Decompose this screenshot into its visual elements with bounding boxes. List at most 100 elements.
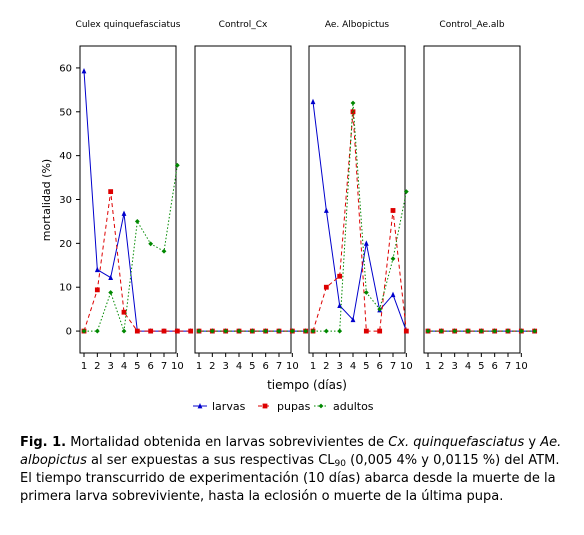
y-tick-label: 30 <box>59 195 72 206</box>
legend-marker-larvas <box>197 403 203 409</box>
caption-species-1: Cx. quinquefasciatus <box>388 435 525 450</box>
data-point-pupas <box>323 284 329 290</box>
data-point-pupas <box>188 328 194 334</box>
data-point-larvas <box>94 266 100 273</box>
x-tick-label: 10 <box>515 361 528 372</box>
data-point-adultos <box>492 328 498 334</box>
plot-frame <box>308 45 406 354</box>
data-point-pupas <box>363 328 369 334</box>
legend-label-larvas: larvas <box>212 400 246 413</box>
data-point-larvas <box>310 98 316 105</box>
data-point-larvas <box>390 291 396 298</box>
data-point-adultos <box>438 328 444 334</box>
x-tick-label: 5 <box>478 361 484 372</box>
data-point-adultos <box>478 328 484 334</box>
data-point-larvas <box>108 274 114 280</box>
x-tick-label: 10 <box>400 361 413 372</box>
caption-text-4: (0,005 4% y 0,0115 %) del ATM. El tiempo… <box>20 453 560 504</box>
y-tick-label: 0 <box>66 327 72 338</box>
data-point-adultos <box>452 328 458 334</box>
data-point-pupas <box>337 273 343 279</box>
data-point-adultos <box>350 100 356 106</box>
series-line-pupas <box>312 111 407 332</box>
x-tick-label: 7 <box>161 361 167 372</box>
x-tick-label: 6 <box>376 361 382 372</box>
plot-frame <box>194 45 292 354</box>
data-point-pupas <box>148 328 154 334</box>
legend-marker-adultos <box>318 403 324 409</box>
x-tick-label: 1 <box>425 361 431 372</box>
data-point-adultos <box>390 256 396 262</box>
data-point-pupas <box>403 328 409 334</box>
x-tick-label: 3 <box>451 361 457 372</box>
data-point-adultos <box>81 328 87 334</box>
data-point-larvas <box>350 316 356 323</box>
y-tick-label: 60 <box>59 63 72 74</box>
x-tick-label: 3 <box>107 361 113 372</box>
caption-label: Fig. 1. <box>20 435 67 450</box>
data-point-adultos <box>223 328 229 334</box>
series-line-adultos <box>84 165 178 332</box>
data-point-pupas <box>174 328 180 334</box>
caption-text-1: Mortalidad obtenida en larvas sobrevivie… <box>66 435 389 450</box>
x-tick-label: 2 <box>94 361 100 372</box>
data-point-adultos <box>94 328 100 334</box>
x-tick-label: 3 <box>222 361 228 372</box>
data-point-adultos <box>148 241 154 247</box>
data-point-adultos <box>236 328 242 334</box>
x-tick-label: 7 <box>390 361 396 372</box>
data-point-adultos <box>425 328 431 334</box>
data-point-larvas <box>337 302 343 309</box>
data-point-adultos <box>276 328 282 334</box>
series-line-larvas <box>312 101 407 332</box>
data-point-adultos <box>108 290 114 295</box>
data-point-adultos <box>403 189 409 195</box>
caption-species-2: Ae. albopictus <box>20 435 562 468</box>
x-axis-title: tiempo (días) <box>267 378 347 392</box>
panel-title: Control_Ae.alb <box>439 20 504 30</box>
data-point-pupas <box>161 328 167 334</box>
series-line-larvas <box>83 70 191 332</box>
x-tick-label: 5 <box>363 361 369 372</box>
data-point-larvas <box>121 210 127 216</box>
x-tick-label: 4 <box>465 361 471 372</box>
caption-text-3: al ser expuestas a sus respectivas CL <box>86 453 335 468</box>
y-tick-label: 20 <box>59 239 72 250</box>
x-tick-label: 2 <box>438 361 444 372</box>
data-point-adultos <box>337 328 343 334</box>
series-line-pupas <box>83 191 191 332</box>
data-point-adultos <box>174 162 180 168</box>
data-point-pupas <box>350 109 356 115</box>
data-point-larvas <box>81 67 87 74</box>
legend-marker-pupas <box>262 403 268 409</box>
x-tick-label: 1 <box>81 361 87 372</box>
x-tick-label: 1 <box>196 361 202 372</box>
y-tick-label: 10 <box>59 283 72 294</box>
data-point-adultos <box>121 328 127 334</box>
data-point-adultos <box>249 328 255 334</box>
x-tick-label: 4 <box>350 361 356 372</box>
data-point-pupas <box>134 328 140 334</box>
x-tick-label: 2 <box>323 361 329 372</box>
x-tick-label: 4 <box>236 361 242 372</box>
x-tick-label: 4 <box>121 361 127 372</box>
panel-title: Ae. Albopictus <box>325 20 390 30</box>
y-axis-title: mortalidad (%) <box>40 159 53 241</box>
panel-title: Culex quinquefasciatus <box>76 20 181 30</box>
x-tick-label: 6 <box>262 361 268 372</box>
data-point-adultos <box>505 328 511 334</box>
data-point-larvas <box>363 240 369 246</box>
data-point-adultos <box>363 290 369 295</box>
data-point-larvas <box>323 207 329 213</box>
x-tick-label: 3 <box>336 361 342 372</box>
data-point-adultos <box>310 328 316 334</box>
data-point-adultos <box>289 328 295 334</box>
panel-title: Control_Cx <box>219 20 268 30</box>
x-tick-label: 5 <box>134 361 140 372</box>
x-tick-label: 2 <box>209 361 215 372</box>
x-tick-label: 5 <box>249 361 255 372</box>
x-tick-label: 10 <box>171 361 184 372</box>
data-point-adultos <box>263 328 269 334</box>
x-tick-label: 6 <box>491 361 497 372</box>
